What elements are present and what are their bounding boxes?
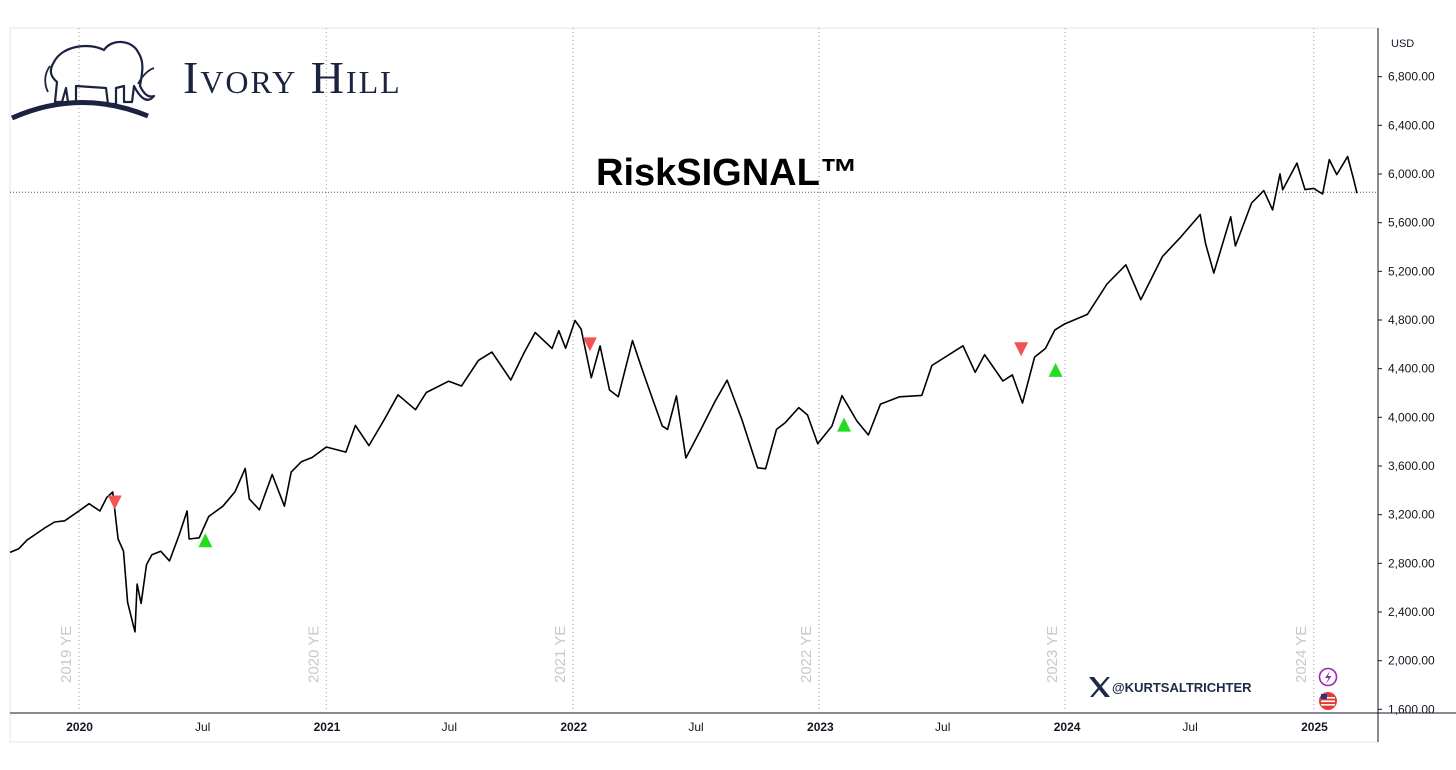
time-tick-label: Jul <box>442 720 457 734</box>
year-end-label: 2021 YE <box>552 626 569 683</box>
signal-markers <box>107 337 1063 548</box>
price-axis: 6,800.00 6,400.00 6,000.00 5,600.00 5,200.00… <box>1378 70 1435 716</box>
year-end-label: 2020 YE <box>305 626 322 683</box>
price-tick-label: 4,800.00 <box>1388 313 1435 327</box>
risk-on-signal-marker <box>837 417 852 432</box>
risk-off-signal-marker <box>1014 342 1029 357</box>
price-tick-label: 3,600.00 <box>1388 459 1435 473</box>
us-flag-icon <box>1319 692 1337 710</box>
time-tick-label: 2020 <box>66 720 93 734</box>
risk-on-signal-marker <box>1048 362 1063 377</box>
time-tick-label: Jul <box>195 720 210 734</box>
social-handle: @KURTSALTRICHTER <box>1112 680 1252 695</box>
price-tick-label: 2,400.00 <box>1388 605 1435 619</box>
time-tick-label: 2022 <box>560 720 587 734</box>
time-tick-label: Jul <box>935 720 950 734</box>
price-series-line <box>9 155 1358 633</box>
time-tick-label: 2021 <box>314 720 341 734</box>
price-tick-label: 6,400.00 <box>1388 118 1435 132</box>
price-tick-label: 2,800.00 <box>1388 556 1435 570</box>
time-tick-label: 2025 <box>1301 720 1328 734</box>
price-tick-label: 4,400.00 <box>1388 362 1435 376</box>
price-tick-label: 6,800.00 <box>1388 70 1435 84</box>
year-end-label: 2024 YE <box>1293 626 1310 683</box>
risk-off-signal-marker <box>107 495 122 510</box>
year-end-label: 2023 YE <box>1044 626 1061 683</box>
lightning-icon <box>1318 667 1338 687</box>
price-tick-label: 3,200.00 <box>1388 508 1435 522</box>
time-tick-label: 2024 <box>1054 720 1081 734</box>
price-tick-label: 5,600.00 <box>1388 216 1435 230</box>
price-tick-label: 5,200.00 <box>1388 264 1435 278</box>
price-tick-label: 4,000.00 <box>1388 410 1435 424</box>
x-logo-icon <box>1089 677 1110 697</box>
price-tick-label: 1,600.00 <box>1388 702 1435 716</box>
year-end-label: 2019 YE <box>58 626 75 683</box>
price-unit-label: USD <box>1391 38 1414 50</box>
chart-title: RiskSIGNAL™ <box>596 152 858 194</box>
price-tick-label: 6,000.00 <box>1388 167 1435 181</box>
time-tick-label: Jul <box>688 720 703 734</box>
elephant-icon <box>10 40 156 121</box>
risk-on-signal-marker <box>198 533 213 548</box>
year-end-labels: 2019 YE 2020 YE 2021 YE 2022 YE 2023 YE 2024 … <box>58 626 1310 683</box>
time-tick-label: Jul <box>1182 720 1197 734</box>
time-axis: 2020 Jul 2021 Jul 2022 Jul 2023 Jul 2024 Jul 2025 <box>66 720 1328 734</box>
time-tick-label: 2023 <box>807 720 834 734</box>
chart-panel <box>9 27 1379 743</box>
brand-name: Ivory Hill <box>183 52 402 103</box>
year-end-label: 2022 YE <box>798 626 815 683</box>
price-tick-label: 2,000.00 <box>1388 654 1435 668</box>
risk-off-signal-marker <box>582 337 597 352</box>
